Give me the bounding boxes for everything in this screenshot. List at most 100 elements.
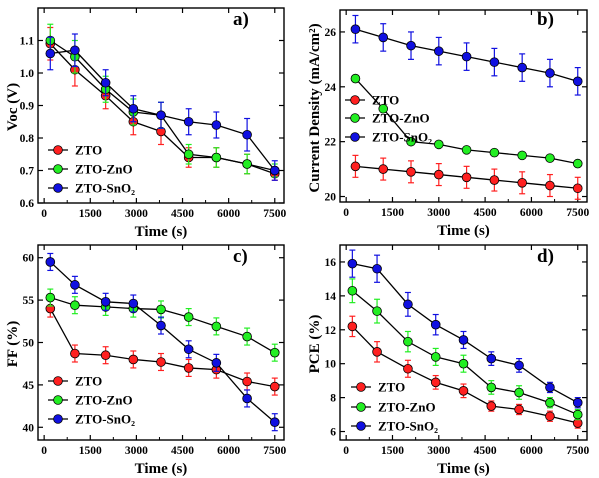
legend-marker-zto-sno2 [350, 132, 360, 142]
y-tick-label: 60 [23, 253, 35, 265]
legend-marker-zto-zno [350, 113, 360, 123]
data-point-zto [433, 169, 444, 180]
data-point-zto-zno [458, 358, 469, 369]
y-axis-label: FF (%) [5, 321, 21, 368]
legend-marker-zto-sno2 [53, 183, 63, 193]
legend: ZTO ZTO-ZnO ZTO-SnO₂ [345, 93, 432, 145]
data-point-zto-zno [156, 304, 166, 315]
data-point-zto-sno2 [45, 48, 56, 59]
data-point-zto-zno [406, 136, 416, 147]
legend-label-zto: ZTO [372, 93, 399, 108]
legend-marker-zto-zno [356, 402, 366, 412]
legend-label-zto: ZTO [75, 374, 102, 389]
y-tick-label: 0.6 [20, 198, 35, 210]
data-point-zto [406, 167, 416, 177]
data-point-zto-zno [486, 382, 497, 393]
data-point-zto-sno2 [347, 258, 358, 269]
data-point-zto-sno2 [430, 319, 441, 330]
data-point-zto-sno2 [572, 397, 583, 408]
x-tick-label: 1500 [381, 207, 404, 219]
y-tick-label: 8 [330, 393, 336, 405]
data-point-zto-sno2 [156, 320, 166, 331]
y-tick-label: 26 [325, 27, 337, 39]
data-point-zto-sno2 [458, 335, 469, 345]
data-point-zto [242, 376, 252, 387]
y-axis-label: Current Density (mA/cm²) [307, 23, 323, 192]
y-tick-label: 0.8 [20, 133, 35, 145]
legend-marker-zto [356, 382, 366, 392]
x-axis-label: Time (s) [135, 461, 188, 477]
data-point-zto-sno2 [211, 358, 222, 368]
panel-d: 0 1500 3000 4500 6000 7500 6 8 10 12 14 16 Time (s) P… [307, 244, 589, 477]
y-tick-label: 22 [325, 137, 337, 149]
data-point-zto-sno2 [433, 46, 444, 56]
y-tick-label: 10 [325, 359, 337, 371]
data-point-zto-zno [433, 139, 444, 150]
data-point-zto-sno2 [70, 280, 80, 290]
y-tick-label: 50 [23, 338, 35, 350]
data-point-zto [545, 411, 555, 422]
data-point-zto-zno [347, 285, 358, 296]
data-point-zto-sno2 [486, 353, 497, 364]
data-point-zto [572, 183, 583, 194]
x-tick-label: 6000 [217, 445, 240, 457]
data-point-zto [403, 363, 413, 374]
data-point-zto-sno2 [514, 360, 524, 371]
x-tick-label: 4500 [171, 208, 194, 220]
panel-label: c) [233, 246, 248, 267]
data-point-zto [269, 381, 280, 392]
data-point-zto [517, 178, 527, 188]
data-point-zto-sno2 [378, 32, 389, 43]
panel-label: b) [537, 9, 554, 30]
plot-frame [339, 244, 588, 441]
legend-label-zto-sno2: ZTO-SnO₂ [75, 412, 135, 427]
data-point-zto-sno2 [45, 257, 56, 267]
x-tick-label: 6000 [520, 445, 543, 457]
data-point-zto-sno2 [406, 40, 416, 51]
legend-label-zto-sno2: ZTO-SnO₂ [372, 130, 432, 145]
x-tick-label: 6000 [520, 207, 543, 219]
x-tick-label: 7500 [263, 445, 286, 457]
legend: ZTO ZTO-ZnO ZTO-SnO₂ [48, 143, 135, 196]
data-point-zto-sno2 [100, 297, 111, 307]
y-tick-label: 1.0 [20, 68, 35, 80]
data-point-zto [545, 180, 555, 191]
data-point-zto-sno2 [572, 76, 583, 87]
x-tick-label: 7500 [263, 208, 286, 220]
legend-marker-zto-sno2 [53, 414, 63, 424]
data-point-zto-sno2 [545, 68, 555, 78]
panel-b: 0 1500 3000 4500 6000 7500 20 22 24 26 Time (s) Cur… [307, 9, 589, 239]
series-zto-sno2 [45, 33, 280, 181]
data-point-zto-zno [572, 158, 583, 169]
y-axis-label: PCE (%) [307, 315, 323, 374]
y-tick-label: 20 [325, 192, 337, 204]
data-point-zto-sno2 [372, 263, 382, 274]
y-tick-label: 1.1 [20, 36, 35, 48]
legend-marker-zto-zno [53, 164, 63, 174]
series-zto-zno [350, 73, 583, 169]
series-zto-zno [347, 278, 583, 421]
y-tick-label: 0.9 [20, 101, 35, 113]
data-point-zto [70, 348, 80, 359]
data-point-zto-zno [489, 147, 500, 158]
data-point-zto-sno2 [269, 165, 280, 176]
data-point-zto-zno [269, 347, 280, 358]
data-point-zto-zno [242, 159, 252, 169]
data-point-zto-zno [378, 103, 389, 114]
data-point-zto [378, 164, 389, 174]
y-axis-label: Voc (V) [5, 83, 21, 131]
legend-label-zto: ZTO [75, 143, 102, 158]
data-point-zto-zno [430, 352, 441, 362]
y-tick-label: 24 [325, 82, 337, 94]
x-tick-label: 3000 [427, 207, 450, 219]
x-tick-label: 0 [343, 445, 349, 457]
data-point-zto [100, 350, 111, 361]
data-point-zto [350, 161, 361, 172]
x-tick-label: 1500 [381, 445, 404, 457]
y-tick-label: 45 [23, 380, 35, 392]
x-tick-label: 4500 [474, 445, 497, 457]
y-tick-label: 6 [330, 427, 336, 439]
data-point-zto-sno2 [100, 77, 111, 88]
x-tick-label: 7500 [566, 445, 589, 457]
